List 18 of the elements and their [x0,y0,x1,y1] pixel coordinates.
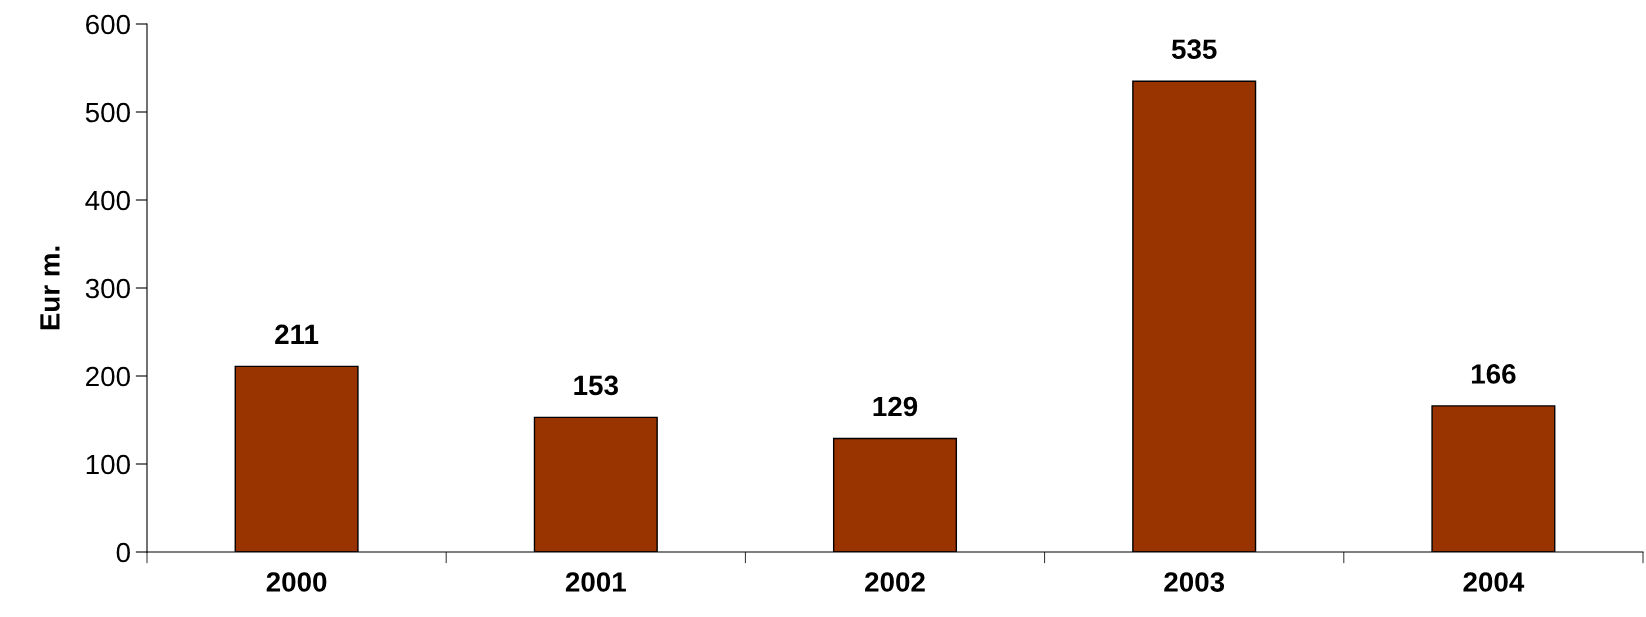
y-tick-label: 600 [86,14,130,35]
x-tick-label: 2002 [865,572,925,592]
x-tick-label: 2000 [266,572,327,592]
y-axis-title: Eur m. [40,246,60,330]
y-tick-label: 100 [86,454,130,475]
x-tick-label: 2003 [1164,572,1225,592]
y-tick-label: 200 [86,366,130,387]
y-tick-label: 0 [116,542,130,563]
data-label: 129 [873,396,918,417]
x-tick-label: 2004 [1463,572,1525,592]
y-tick-label: 500 [85,102,130,123]
data-label: 535 [1171,39,1217,60]
x-tick-label: 2001 [565,572,626,592]
y-tick-label: 400 [85,190,130,211]
data-label: 153 [574,375,618,396]
data-label: 166 [1471,364,1516,384]
data-label: 211 [275,324,319,344]
y-tick-label: 300 [85,278,130,299]
